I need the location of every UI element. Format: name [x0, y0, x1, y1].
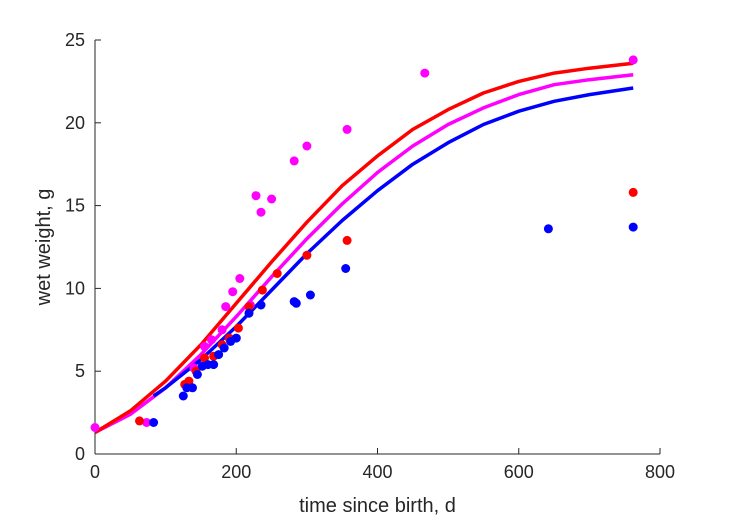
data-point	[342, 235, 352, 245]
data-point	[217, 325, 227, 335]
data-point	[90, 423, 100, 432]
data-point	[221, 302, 231, 312]
data-point	[628, 55, 638, 65]
x-tick-label: 600	[504, 462, 534, 482]
data-point	[256, 207, 266, 217]
data-point	[342, 124, 352, 134]
y-axis-label: wet weight, g	[33, 189, 55, 307]
data-point	[267, 194, 277, 204]
model-curves	[94, 61, 634, 435]
data-point	[135, 416, 144, 426]
data-point	[188, 383, 197, 393]
data-point	[272, 269, 282, 278]
data-point	[228, 287, 238, 297]
y-tick-label: 15	[65, 196, 85, 216]
data-point	[214, 350, 224, 360]
data-point	[200, 353, 209, 363]
data-point	[257, 285, 267, 295]
data-point	[142, 418, 152, 427]
axis-labels: time since birth, d wet weight, g	[33, 189, 456, 517]
data-point	[420, 68, 430, 78]
x-tick-label: 0	[90, 462, 100, 482]
x-axis-label: time since birth, d	[299, 495, 456, 517]
data-point	[209, 360, 219, 370]
x-tick-label: 200	[221, 462, 251, 482]
model-curve-1	[94, 61, 634, 434]
data-point	[256, 300, 266, 310]
data-point	[244, 302, 254, 312]
data-point	[302, 250, 312, 260]
y-tick-label: 0	[75, 444, 85, 464]
data-point	[302, 141, 312, 151]
data-point	[291, 298, 301, 308]
data-point	[628, 222, 638, 232]
data-point	[305, 290, 315, 300]
data-point	[235, 274, 245, 283]
data-point	[192, 370, 202, 379]
data-point	[231, 333, 241, 343]
data-point	[628, 187, 638, 197]
axes	[94, 40, 660, 455]
data-point	[178, 391, 188, 401]
data-point	[207, 335, 216, 345]
data-point	[233, 323, 243, 333]
tick-marks: 0 200 400 600 800 0 5 10 15 20 25	[65, 30, 675, 482]
data-points	[90, 55, 638, 432]
y-tick-label: 20	[65, 113, 85, 133]
data-point	[244, 308, 254, 318]
model-curve-2	[152, 86, 634, 398]
model-curve-0	[94, 73, 634, 435]
data-point	[200, 341, 209, 351]
y-tick-label: 10	[65, 278, 85, 298]
data-point	[219, 343, 229, 353]
y-tick-label: 25	[65, 30, 85, 50]
data-point	[149, 418, 159, 427]
data-point	[289, 156, 299, 166]
data-point	[543, 224, 553, 234]
y-tick-label: 5	[75, 361, 85, 381]
data-point	[251, 191, 261, 201]
x-tick-label: 800	[645, 462, 675, 482]
x-tick-label: 400	[362, 462, 392, 482]
data-point	[341, 264, 351, 273]
